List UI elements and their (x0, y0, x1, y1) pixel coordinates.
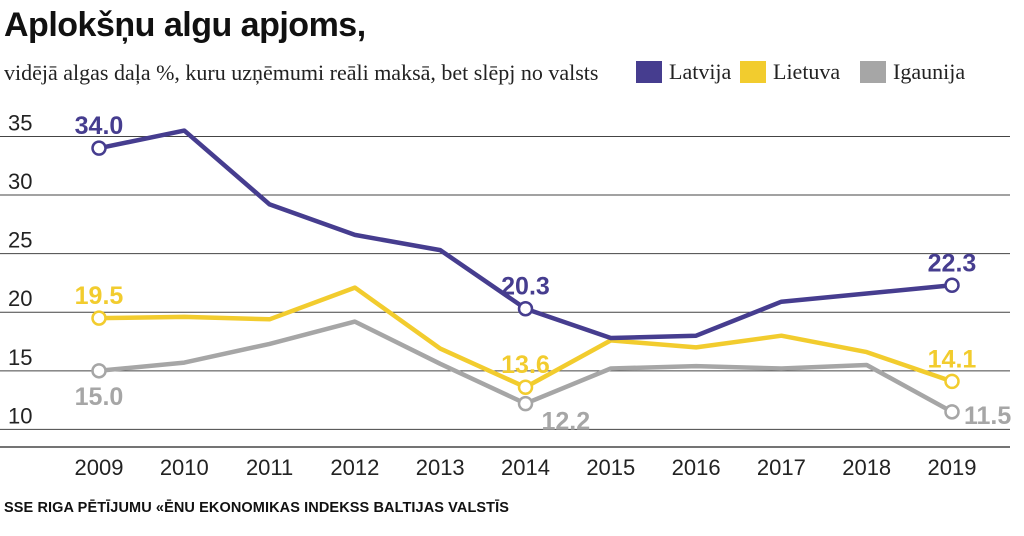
data-point-latvija-2019 (944, 277, 960, 294)
data-point-lietuva-2009 (91, 310, 107, 326)
legend-label-latvija: Latvija (669, 59, 732, 84)
data-label-latvija-2014: 20.3 (501, 273, 550, 301)
data-point-latvija-2009 (91, 140, 107, 156)
legend-item-latvija: Latvija (636, 59, 731, 85)
data-label-lietuva-2019: 14.1 (928, 345, 977, 373)
x-tick-label: 2012 (330, 455, 379, 480)
y-tick-label: 25 (8, 228, 32, 253)
legend-label-igaunija: Igaunija (893, 59, 966, 84)
y-tick-label: 20 (8, 286, 32, 311)
y-tick-label: 15 (8, 345, 32, 370)
data-label-lietuva-2014: 13.6 (501, 351, 550, 379)
y-tick-label: 10 (8, 403, 32, 428)
data-point-latvija-2014 (517, 300, 534, 317)
x-tick-label: 2011 (246, 455, 293, 480)
legend-swatch-latvija (636, 61, 662, 83)
x-tick-label: 2015 (586, 455, 635, 480)
data-label-igaunija-2019: 11.5 (964, 402, 1011, 430)
legend-swatch-igaunija (860, 61, 886, 83)
data-label-igaunija-2009: 15.0 (75, 383, 124, 411)
source-note: SSE RIGA PĒTĪJUMU «ĒNU EKONOMIKAS INDEKS… (4, 500, 510, 516)
data-point-lietuva-2019 (944, 373, 960, 390)
y-tick-label: 30 (8, 169, 32, 194)
data-point-igaunija-2009 (91, 363, 107, 379)
data-point-lietuva-2014 (517, 379, 534, 395)
chart-subtitle: vidējā algas daļa %, kuru uzņēmumi reāli… (4, 60, 599, 85)
x-tick-label: 2009 (75, 455, 124, 480)
data-label-igaunija-2014: 12.2 (542, 408, 591, 436)
data-point-igaunija-2014 (517, 395, 534, 412)
chart-title: Aplokšņu algu apjoms, (4, 6, 366, 44)
x-tick-label: 2014 (501, 455, 550, 480)
y-tick-label: 35 (8, 110, 32, 135)
x-tick-label: 2018 (842, 455, 891, 480)
x-tick-label: 2016 (672, 455, 721, 480)
x-tick-label: 2019 (928, 455, 977, 480)
legend-item-igaunija: Igaunija (860, 59, 965, 85)
data-point-igaunija-2019 (944, 404, 960, 420)
data-label-latvija-2019: 22.3 (928, 249, 977, 277)
x-tick-label: 2013 (416, 455, 465, 480)
legend-swatch-lietuva (740, 61, 766, 83)
x-tick-label: 2017 (757, 455, 806, 480)
data-label-lietuva-2009: 19.5 (75, 282, 124, 310)
legend-item-lietuva: Lietuva (740, 59, 840, 85)
data-label-latvija-2009: 34.0 (75, 112, 124, 140)
legend-label-lietuva: Lietuva (773, 59, 841, 84)
x-tick-label: 2010 (160, 455, 209, 480)
